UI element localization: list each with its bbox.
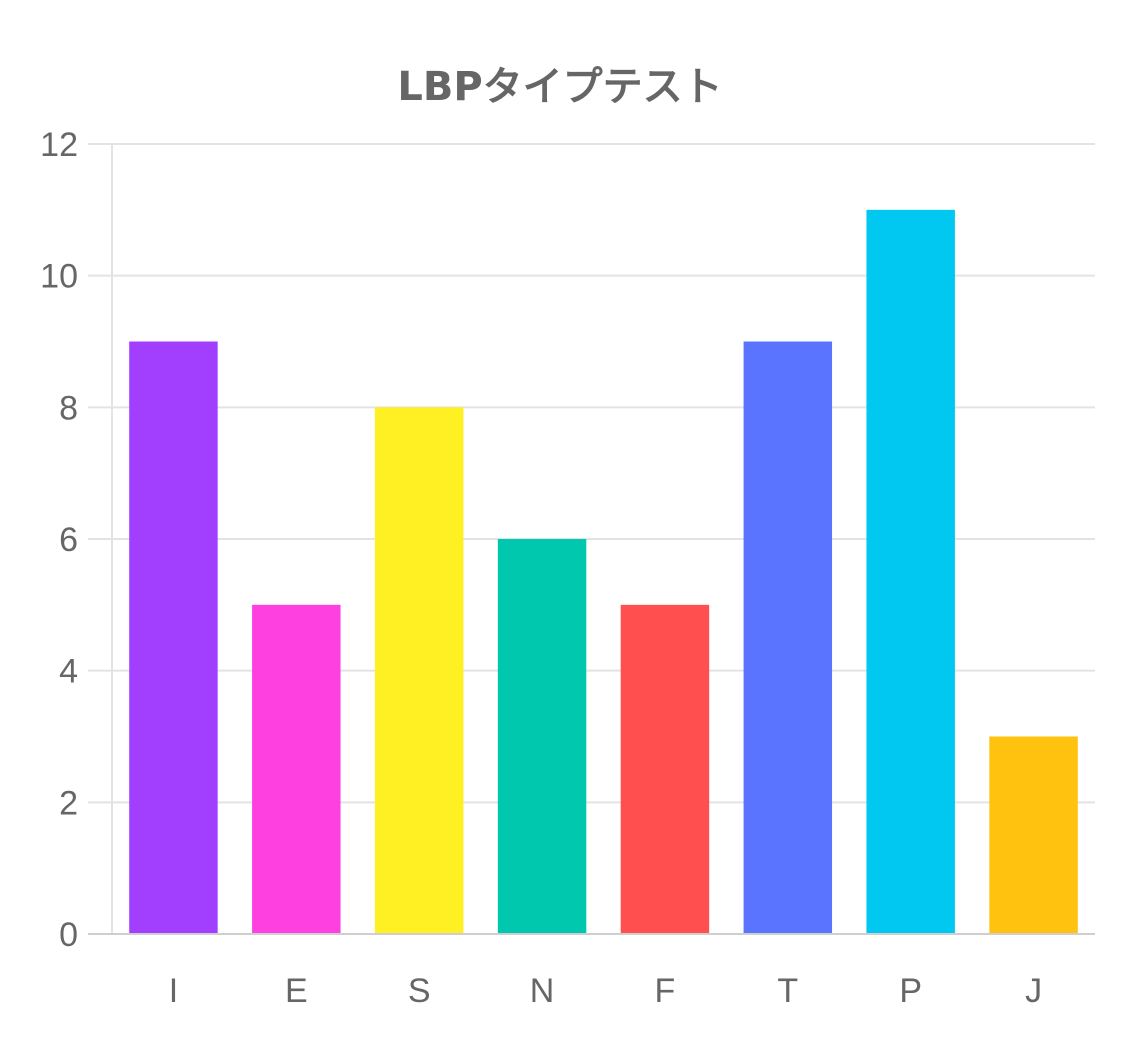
y-tick-label: 12 [40,126,78,164]
x-tick-label: T [777,972,798,1010]
x-tick-label: E [285,972,308,1010]
bar-i [129,341,218,934]
bar-e [252,604,341,934]
bar-j [989,736,1078,934]
bar-t [743,341,833,934]
x-tick-label: P [899,972,922,1010]
axes [88,144,1095,935]
bar-n [497,539,587,934]
x-tick-label: S [408,972,431,1010]
bar-s [374,407,464,934]
y-tick-label: 8 [59,389,78,427]
bar-f [620,604,710,934]
y-tick-label: 0 [59,916,78,954]
x-tick-label: N [530,972,555,1010]
bars [129,209,1078,935]
y-tick-label: 10 [40,258,78,296]
bar-p [866,209,955,935]
y-tick-label: 6 [59,521,78,559]
y-tick-label: 2 [59,784,78,822]
y-tick-label: 4 [59,653,78,691]
y-tick-labels: 0 2 4 6 8 10 12 [40,126,78,954]
x-tick-label: J [1025,972,1042,1010]
x-tick-label: I [169,972,178,1010]
chart-title: LBPタイプテスト [397,64,722,110]
x-tick-label: F [655,972,676,1010]
